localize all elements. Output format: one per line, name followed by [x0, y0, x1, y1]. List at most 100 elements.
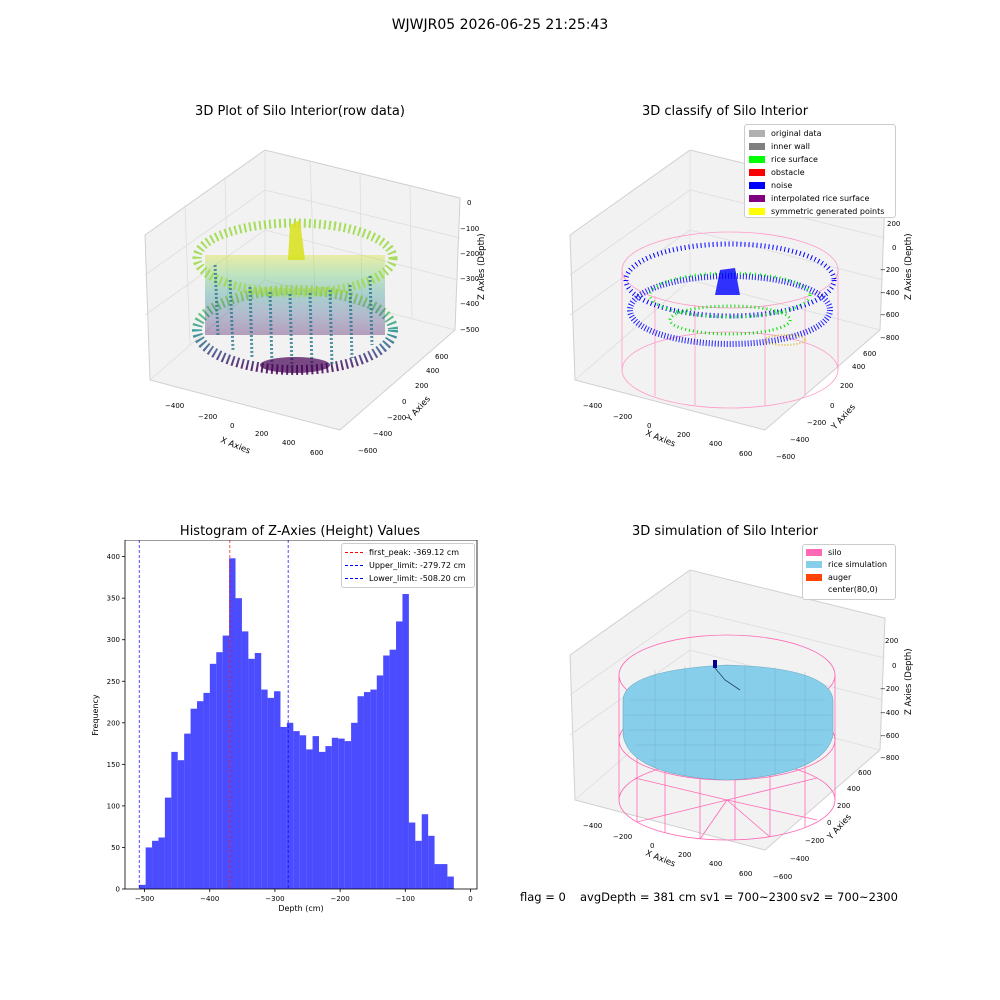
legend-entry: obstacle — [749, 166, 884, 179]
legend-swatch — [806, 573, 822, 581]
classified-points — [623, 241, 837, 347]
raw-ytick: 0 — [402, 398, 406, 406]
histogram-bar — [351, 722, 358, 889]
legend-label: interpolated rice surface — [771, 194, 870, 203]
classify-ytick: 600 — [863, 350, 876, 358]
classify-xtick: 400 — [709, 440, 722, 448]
legend-entry: rice surface — [749, 153, 884, 166]
histogram-bar — [338, 738, 345, 889]
histogram-bar — [280, 726, 287, 889]
histogram-bar — [235, 598, 242, 889]
histogram-bar — [357, 696, 364, 889]
classify-plot-title: 3D classify of Silo Interior — [641, 104, 809, 119]
simulation-xtick: 400 — [709, 860, 722, 868]
legend-label: obstacle — [771, 168, 805, 177]
classify-z-axis-label: Z Axies (Depth) — [904, 233, 914, 300]
auger — [713, 660, 741, 691]
histogram-bar — [434, 864, 441, 889]
legend-label: inner wall — [771, 142, 811, 151]
legend-label: first_peak: -369.12 cm — [369, 548, 460, 557]
simulation-ytick: 0 — [827, 819, 831, 827]
legend-entry: noise — [749, 179, 884, 192]
histogram-bar — [267, 697, 275, 889]
y-tick-label: 250 — [107, 678, 120, 686]
histogram-bar — [261, 689, 268, 889]
x-tick-label: −200 — [330, 895, 349, 903]
classify-ztick: 200 — [887, 220, 900, 228]
legend-swatch — [749, 195, 765, 202]
classify-xtick: −400 — [583, 402, 602, 410]
legend-label: original data — [771, 129, 822, 138]
classify-ztick: −200 — [880, 266, 899, 274]
classify-xtick: −200 — [613, 413, 632, 421]
histogram-bar — [286, 722, 294, 889]
histogram-bar — [440, 864, 448, 889]
raw-ztick: −200 — [460, 250, 479, 258]
legend-label: auger — [828, 572, 852, 582]
legend-entry: center(80,0) — [806, 584, 887, 597]
simulation-z-axis-label: Z Axies (Depth) — [904, 648, 914, 715]
histogram-bar — [203, 692, 210, 889]
legend-label: center(80,0) — [828, 585, 878, 595]
classify-x-axis-label: X Axies — [644, 429, 677, 450]
simulation-xtick: 600 — [739, 870, 752, 878]
classify-ztick: −400 — [880, 289, 899, 297]
histogram-bar — [428, 835, 435, 889]
histogram-chart: −500 −400 −300 −200 −100 0 0 50 100 150 200 250 300 3… — [91, 540, 478, 913]
raw-ytick: 200 — [415, 382, 428, 390]
legend-swatch — [749, 169, 765, 176]
legend-label: Upper_limit: -279.72 cm — [369, 561, 466, 570]
legend-swatch — [749, 208, 765, 215]
legend-swatch — [345, 578, 363, 579]
histogram-bar — [312, 736, 319, 889]
raw-xtick: 400 — [282, 439, 295, 447]
histogram-bar — [145, 847, 153, 889]
raw-xtick: 200 — [255, 430, 268, 438]
raw-xtick: 600 — [310, 449, 323, 457]
sv1-text: sv1 = 700~2300 — [700, 890, 798, 904]
x-tick-label: −300 — [265, 895, 284, 903]
histogram-legend-entries: first_peak: -369.12 cm Upper_limit: -279.… — [345, 546, 466, 585]
legend-swatch — [806, 561, 822, 569]
raw-ztick: −500 — [460, 326, 479, 334]
legend-swatch — [345, 552, 363, 553]
legend-entry: Lower_limit: -508.20 cm — [345, 572, 466, 585]
legend-entry: original data — [749, 127, 884, 140]
classify-ztick: −800 — [880, 334, 899, 342]
classify-ytick: −200 — [807, 419, 826, 427]
classify-ytick: −600 — [776, 453, 795, 461]
histogram-bar — [325, 746, 332, 889]
simulation-ztick: −600 — [880, 732, 899, 740]
y-tick-label: 150 — [107, 761, 120, 769]
legend-entry: first_peak: -369.12 cm — [345, 546, 466, 559]
simulation-ztick: 200 — [885, 637, 898, 645]
classify-ztick: −600 — [880, 311, 899, 319]
x-tick-label: −500 — [135, 895, 154, 903]
raw-point-cloud — [192, 218, 398, 375]
simulation-xtick: −200 — [613, 833, 632, 841]
classify-xtick: 200 — [677, 431, 690, 439]
legend-swatch — [806, 548, 822, 556]
histogram-bar — [177, 760, 185, 889]
histogram-bar — [383, 655, 390, 889]
histogram-bar — [216, 652, 223, 889]
histogram-bar — [421, 814, 429, 889]
legend-entry: silo — [806, 546, 887, 559]
y-tick-label: 350 — [107, 595, 120, 603]
classify-3d-plot: −400 −200 0 200 400 600 −600 −400 −200 0… — [569, 149, 914, 461]
avg-depth-text: avgDepth = 381 cm — [580, 890, 697, 904]
silo-wireframe — [621, 231, 839, 409]
raw-ytick: −200 — [387, 414, 406, 422]
histogram-bar — [254, 653, 262, 889]
classify-ytick: 200 — [840, 382, 853, 390]
simulation-ytick: −200 — [805, 837, 824, 845]
classify-xtick: 0 — [647, 422, 651, 430]
simulation-xtick: −400 — [583, 822, 602, 830]
raw-ztick: −100 — [460, 225, 479, 233]
sv2-text: sv2 = 700~2300 — [800, 890, 898, 904]
histogram-bar — [396, 621, 403, 889]
x-tick-label: −100 — [396, 895, 415, 903]
raw-xtick: −400 — [165, 402, 184, 410]
legend-label: silo — [828, 547, 842, 557]
histogram-bar — [184, 733, 191, 889]
